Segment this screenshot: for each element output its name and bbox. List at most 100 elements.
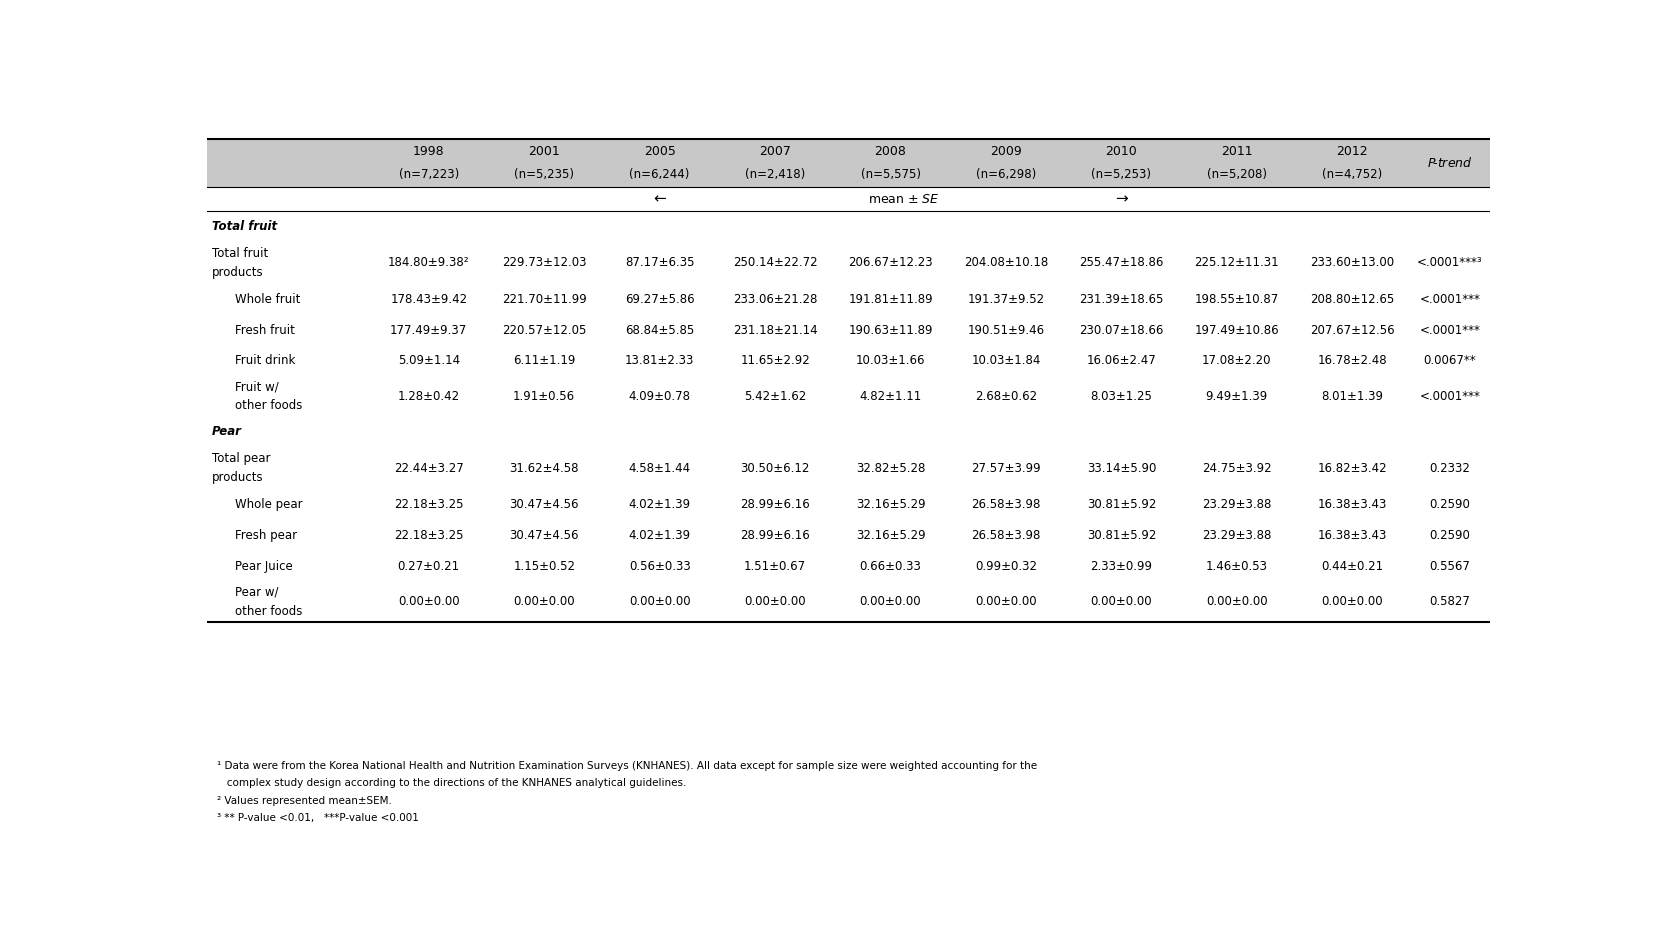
Text: 8.01±1.39: 8.01±1.39: [1321, 390, 1384, 402]
Text: 28.99±6.16: 28.99±6.16: [740, 529, 809, 542]
Text: 197.49±10.86: 197.49±10.86: [1195, 324, 1279, 337]
Text: 5.09±1.14: 5.09±1.14: [397, 354, 460, 367]
Text: 32.16±5.29: 32.16±5.29: [856, 529, 925, 542]
Text: →: →: [1115, 192, 1127, 207]
Text: 16.38±3.43: 16.38±3.43: [1317, 529, 1387, 542]
Bar: [207, 140, 1490, 187]
Text: 30.81±5.92: 30.81±5.92: [1087, 529, 1157, 542]
Text: 225.12±11.31: 225.12±11.31: [1195, 256, 1279, 270]
Text: 0.00±0.00: 0.00±0.00: [745, 595, 806, 608]
Text: 2012: 2012: [1337, 145, 1369, 158]
Text: 0.66±0.33: 0.66±0.33: [859, 560, 922, 572]
Text: 4.82±1.11: 4.82±1.11: [859, 390, 922, 402]
Text: Total fruit: Total fruit: [212, 220, 276, 233]
Text: 10.03±1.66: 10.03±1.66: [856, 354, 925, 367]
Text: 16.82±3.42: 16.82±3.42: [1317, 462, 1387, 474]
Text: 0.00±0.00: 0.00±0.00: [513, 595, 574, 608]
Text: 0.00±0.00: 0.00±0.00: [629, 595, 690, 608]
Text: 207.67±12.56: 207.67±12.56: [1311, 324, 1395, 337]
Text: 17.08±2.20: 17.08±2.20: [1202, 354, 1271, 367]
Text: 1.28±0.42: 1.28±0.42: [397, 390, 460, 402]
Text: 229.73±12.03: 229.73±12.03: [501, 256, 586, 270]
Text: (n=5,575): (n=5,575): [861, 168, 920, 181]
Text: 2010: 2010: [1106, 145, 1137, 158]
Text: 23.29±3.88: 23.29±3.88: [1202, 529, 1271, 542]
Text: 30.47±4.56: 30.47±4.56: [510, 498, 579, 512]
Text: ¹ Data were from the Korea National Health and Nutrition Examination Surveys (KN: ¹ Data were from the Korea National Heal…: [217, 760, 1038, 771]
Text: 233.60±13.00: 233.60±13.00: [1311, 256, 1394, 270]
Text: other foods: other foods: [235, 605, 303, 618]
Text: 206.67±12.23: 206.67±12.23: [849, 256, 933, 270]
Text: 2005: 2005: [644, 145, 675, 158]
Text: products: products: [212, 472, 263, 484]
Text: 4.09±0.78: 4.09±0.78: [629, 390, 690, 402]
Text: 0.00±0.00: 0.00±0.00: [975, 595, 1036, 608]
Text: 220.57±12.05: 220.57±12.05: [501, 324, 586, 337]
Text: 0.00±0.00: 0.00±0.00: [1091, 595, 1152, 608]
Text: ² Values represented mean±SEM.: ² Values represented mean±SEM.: [217, 795, 392, 806]
Text: 2.68±0.62: 2.68±0.62: [975, 390, 1038, 402]
Text: 8.03±1.25: 8.03±1.25: [1091, 390, 1152, 402]
Text: 4.02±1.39: 4.02±1.39: [629, 498, 690, 512]
Text: 0.56±0.33: 0.56±0.33: [629, 560, 690, 572]
Text: 250.14±22.72: 250.14±22.72: [733, 256, 818, 270]
Text: 204.08±10.18: 204.08±10.18: [963, 256, 1048, 270]
Text: 24.75±3.92: 24.75±3.92: [1202, 462, 1271, 474]
Text: 33.14±5.90: 33.14±5.90: [1087, 462, 1157, 474]
Text: 178.43±9.42: 178.43±9.42: [391, 293, 467, 306]
Text: 32.16±5.29: 32.16±5.29: [856, 498, 925, 512]
Text: 4.02±1.39: 4.02±1.39: [629, 529, 690, 542]
Text: Fresh pear: Fresh pear: [235, 529, 298, 542]
Text: <.0001***³: <.0001***³: [1417, 256, 1483, 270]
Text: mean $\pm$ $\mathit{SE}$: mean $\pm$ $\mathit{SE}$: [867, 193, 938, 206]
Text: (n=7,223): (n=7,223): [399, 168, 458, 181]
Text: <.0001***: <.0001***: [1420, 293, 1480, 306]
Text: 0.0067**: 0.0067**: [1423, 354, 1476, 367]
Text: 231.39±18.65: 231.39±18.65: [1079, 293, 1163, 306]
Text: 28.99±6.16: 28.99±6.16: [740, 498, 809, 512]
Text: Pear: Pear: [212, 425, 242, 438]
Text: 4.58±1.44: 4.58±1.44: [629, 462, 690, 474]
Text: Whole pear: Whole pear: [235, 498, 303, 512]
Text: 23.29±3.88: 23.29±3.88: [1202, 498, 1271, 512]
Text: Total pear: Total pear: [212, 453, 270, 465]
Text: 0.00±0.00: 0.00±0.00: [859, 595, 922, 608]
Text: 0.5827: 0.5827: [1430, 595, 1470, 608]
Text: 87.17±6.35: 87.17±6.35: [626, 256, 695, 270]
Text: 26.58±3.98: 26.58±3.98: [971, 529, 1041, 542]
Text: Pear w/: Pear w/: [235, 586, 278, 599]
Text: 26.58±3.98: 26.58±3.98: [971, 498, 1041, 512]
Text: (n=6,298): (n=6,298): [976, 168, 1036, 181]
Text: $P\!$-trend: $P\!$-trend: [1427, 157, 1473, 170]
Text: 0.99±0.32: 0.99±0.32: [975, 560, 1038, 572]
Text: 0.2332: 0.2332: [1430, 462, 1470, 474]
Text: 5.42±1.62: 5.42±1.62: [745, 390, 806, 402]
Text: 255.47±18.86: 255.47±18.86: [1079, 256, 1163, 270]
Text: (n=5,235): (n=5,235): [515, 168, 574, 181]
Text: (n=5,253): (n=5,253): [1091, 168, 1152, 181]
Text: 191.37±9.52: 191.37±9.52: [968, 293, 1044, 306]
Text: <.0001***: <.0001***: [1420, 390, 1480, 402]
Text: 31.62±4.58: 31.62±4.58: [510, 462, 579, 474]
Text: 2001: 2001: [528, 145, 559, 158]
Text: 27.57±3.99: 27.57±3.99: [971, 462, 1041, 474]
Text: 30.81±5.92: 30.81±5.92: [1087, 498, 1157, 512]
Text: 68.84±5.85: 68.84±5.85: [626, 324, 693, 337]
Text: 0.2590: 0.2590: [1430, 498, 1470, 512]
Text: 190.63±11.89: 190.63±11.89: [849, 324, 933, 337]
Text: Total fruit: Total fruit: [212, 247, 268, 260]
Text: 0.5567: 0.5567: [1430, 560, 1470, 572]
Text: 10.03±1.84: 10.03±1.84: [971, 354, 1041, 367]
Text: 1.15±0.52: 1.15±0.52: [513, 560, 576, 572]
Text: 0.27±0.21: 0.27±0.21: [397, 560, 460, 572]
Text: Fruit drink: Fruit drink: [235, 354, 296, 367]
Text: (n=5,208): (n=5,208): [1206, 168, 1266, 181]
Text: 191.81±11.89: 191.81±11.89: [849, 293, 933, 306]
Text: 0.44±0.21: 0.44±0.21: [1321, 560, 1384, 572]
Text: 0.00±0.00: 0.00±0.00: [1206, 595, 1268, 608]
Text: (n=2,418): (n=2,418): [745, 168, 806, 181]
Text: 231.18±21.14: 231.18±21.14: [733, 324, 818, 337]
Text: 2007: 2007: [760, 145, 791, 158]
Text: 230.07±18.66: 230.07±18.66: [1079, 324, 1163, 337]
Text: 13.81±2.33: 13.81±2.33: [626, 354, 695, 367]
